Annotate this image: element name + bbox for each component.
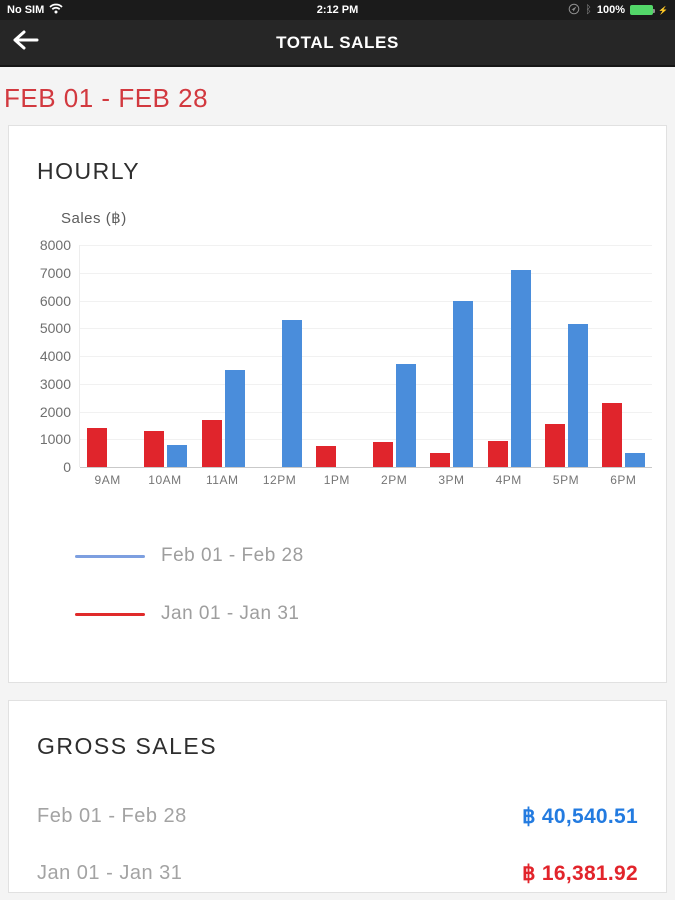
legend-item-feb[interactable]: Feb 01 - Feb 28	[75, 545, 666, 567]
bar-feb-01-feb-28[interactable]	[567, 324, 588, 467]
bar-group-12pm	[252, 245, 309, 467]
gridline	[80, 439, 652, 441]
bar-group-4pm	[480, 245, 537, 467]
y-tick-label: 6000	[39, 292, 71, 309]
bar-group-1pm	[309, 245, 366, 467]
gridline	[80, 383, 652, 385]
gross-sales-row-jan: Jan 01 - Jan 31 ฿ 16,381.92	[37, 861, 638, 886]
bar-group-5pm	[538, 245, 595, 467]
y-tick-label: 3000	[39, 375, 71, 392]
y-tick-label: 5000	[39, 320, 71, 337]
y-tick-label: 7000	[39, 264, 71, 281]
carrier-label: No SIM	[7, 4, 45, 16]
date-range-label[interactable]: FEB 01 - FEB 28	[4, 83, 209, 113]
wifi-icon	[49, 3, 63, 17]
bar-group-11am	[194, 245, 251, 467]
gross-row-label: Jan 01 - Jan 31	[37, 862, 183, 884]
gross-row-label: Feb 01 - Feb 28	[37, 805, 187, 827]
x-tick-label: 9AM	[94, 473, 121, 487]
bluetooth-icon: ᛒ	[585, 4, 592, 16]
y-axis: 0 1000 2000 3000 4000 5000 6000 7000 8000	[17, 237, 79, 475]
bar-jan-01-jan-31[interactable]	[373, 442, 394, 467]
charging-bolt-icon: ⚡	[658, 5, 668, 15]
gridline	[80, 411, 652, 413]
bar-jan-01-jan-31[interactable]	[487, 440, 508, 467]
x-tick-label: 2PM	[381, 473, 408, 487]
gross-sales-row-feb: Feb 01 - Feb 28 ฿ 40,540.51	[37, 804, 638, 829]
legend-label-jan: Jan 01 - Jan 31	[161, 603, 300, 624]
bar-group-6pm	[595, 245, 652, 467]
x-tick-label: 10AM	[148, 473, 182, 487]
gross-sales-card: GROSS SALES Feb 01 - Feb 28 ฿ 40,540.51 …	[8, 700, 667, 893]
bar-jan-01-jan-31[interactable]	[87, 428, 108, 467]
gross-row-amount: ฿ 16,381.92	[522, 862, 638, 885]
date-range-bar: FEB 01 - FEB 28	[0, 67, 675, 125]
gross-row-amount: ฿ 40,540.51	[522, 805, 638, 828]
x-tick-label: 1PM	[323, 473, 350, 487]
legend-item-jan[interactable]: Jan 01 - Jan 31	[75, 603, 666, 625]
x-tick-label: 11AM	[206, 473, 239, 487]
bar-jan-01-jan-31[interactable]	[430, 453, 451, 467]
battery-percent: 100%	[596, 4, 626, 16]
gridline	[80, 356, 652, 357]
x-axis: 9AM 10AM 11AM 12PM 1PM 2PM 3PM 4PM 5PM 6PM	[79, 473, 652, 487]
y-tick-label: 1000	[39, 431, 71, 448]
hourly-card: HOURLY Sales (฿) 0 1000 2000 3000 4000 5000 60…	[8, 125, 667, 683]
gross-sales-title: GROSS SALES	[37, 733, 218, 759]
x-tick-label: 5PM	[552, 473, 580, 487]
location-icon	[568, 3, 580, 18]
gridline	[80, 328, 652, 330]
page-title: TOTAL SALES	[276, 32, 399, 52]
back-button[interactable]	[12, 29, 40, 56]
bar-group-2pm	[366, 245, 423, 467]
y-axis-title: Sales (฿)	[61, 210, 127, 227]
chart-legend: Feb 01 - Feb 28 Jan 01 - Jan 31	[75, 545, 666, 625]
gridline	[80, 300, 652, 302]
bar-jan-01-jan-31[interactable]	[315, 446, 336, 467]
bar-jan-01-jan-31[interactable]	[544, 424, 565, 467]
bar-feb-01-feb-28[interactable]	[281, 319, 302, 467]
gridline	[80, 272, 652, 274]
hourly-chart: 0 1000 2000 3000 4000 5000 6000 7000 8000	[17, 237, 652, 475]
bar-group-3pm	[423, 245, 480, 467]
bar-feb-01-feb-28[interactable]	[167, 445, 188, 467]
status-bar: 2:12 PM No SIM ᛒ 100% ⚡	[0, 0, 675, 20]
legend-swatch-jan	[75, 612, 145, 616]
y-tick-label: 0	[63, 459, 71, 475]
bar-feb-01-feb-28[interactable]	[396, 364, 417, 467]
x-tick-label: 4PM	[495, 473, 522, 487]
bar-group-10am	[137, 245, 194, 467]
x-tick-label: 12PM	[262, 473, 297, 487]
bar-group-9am	[80, 245, 137, 467]
legend-swatch-feb	[75, 554, 145, 558]
x-tick-label: 6PM	[610, 473, 637, 487]
bar-feb-01-feb-28[interactable]	[453, 300, 474, 467]
x-tick-label: 3PM	[438, 473, 465, 487]
y-tick-label: 8000	[39, 237, 71, 253]
bar-jan-01-jan-31[interactable]	[201, 419, 222, 467]
bar-feb-01-feb-28[interactable]	[224, 369, 245, 467]
battery-icon	[630, 5, 656, 15]
x-axis-baseline	[80, 467, 652, 468]
bar-jan-01-jan-31[interactable]	[144, 430, 165, 467]
plot-area	[79, 245, 652, 468]
y-tick-label: 4000	[39, 348, 71, 364]
nav-header: TOTAL SALES	[0, 20, 675, 67]
bar-jan-01-jan-31[interactable]	[601, 403, 622, 467]
bar-feb-01-feb-28[interactable]	[510, 269, 531, 467]
bar-feb-01-feb-28[interactable]	[624, 453, 645, 467]
hourly-title: HOURLY	[37, 158, 141, 184]
legend-label-feb: Feb 01 - Feb 28	[161, 545, 304, 566]
back-arrow-icon	[12, 29, 40, 56]
gridline	[80, 245, 652, 246]
y-tick-label: 2000	[39, 403, 71, 420]
